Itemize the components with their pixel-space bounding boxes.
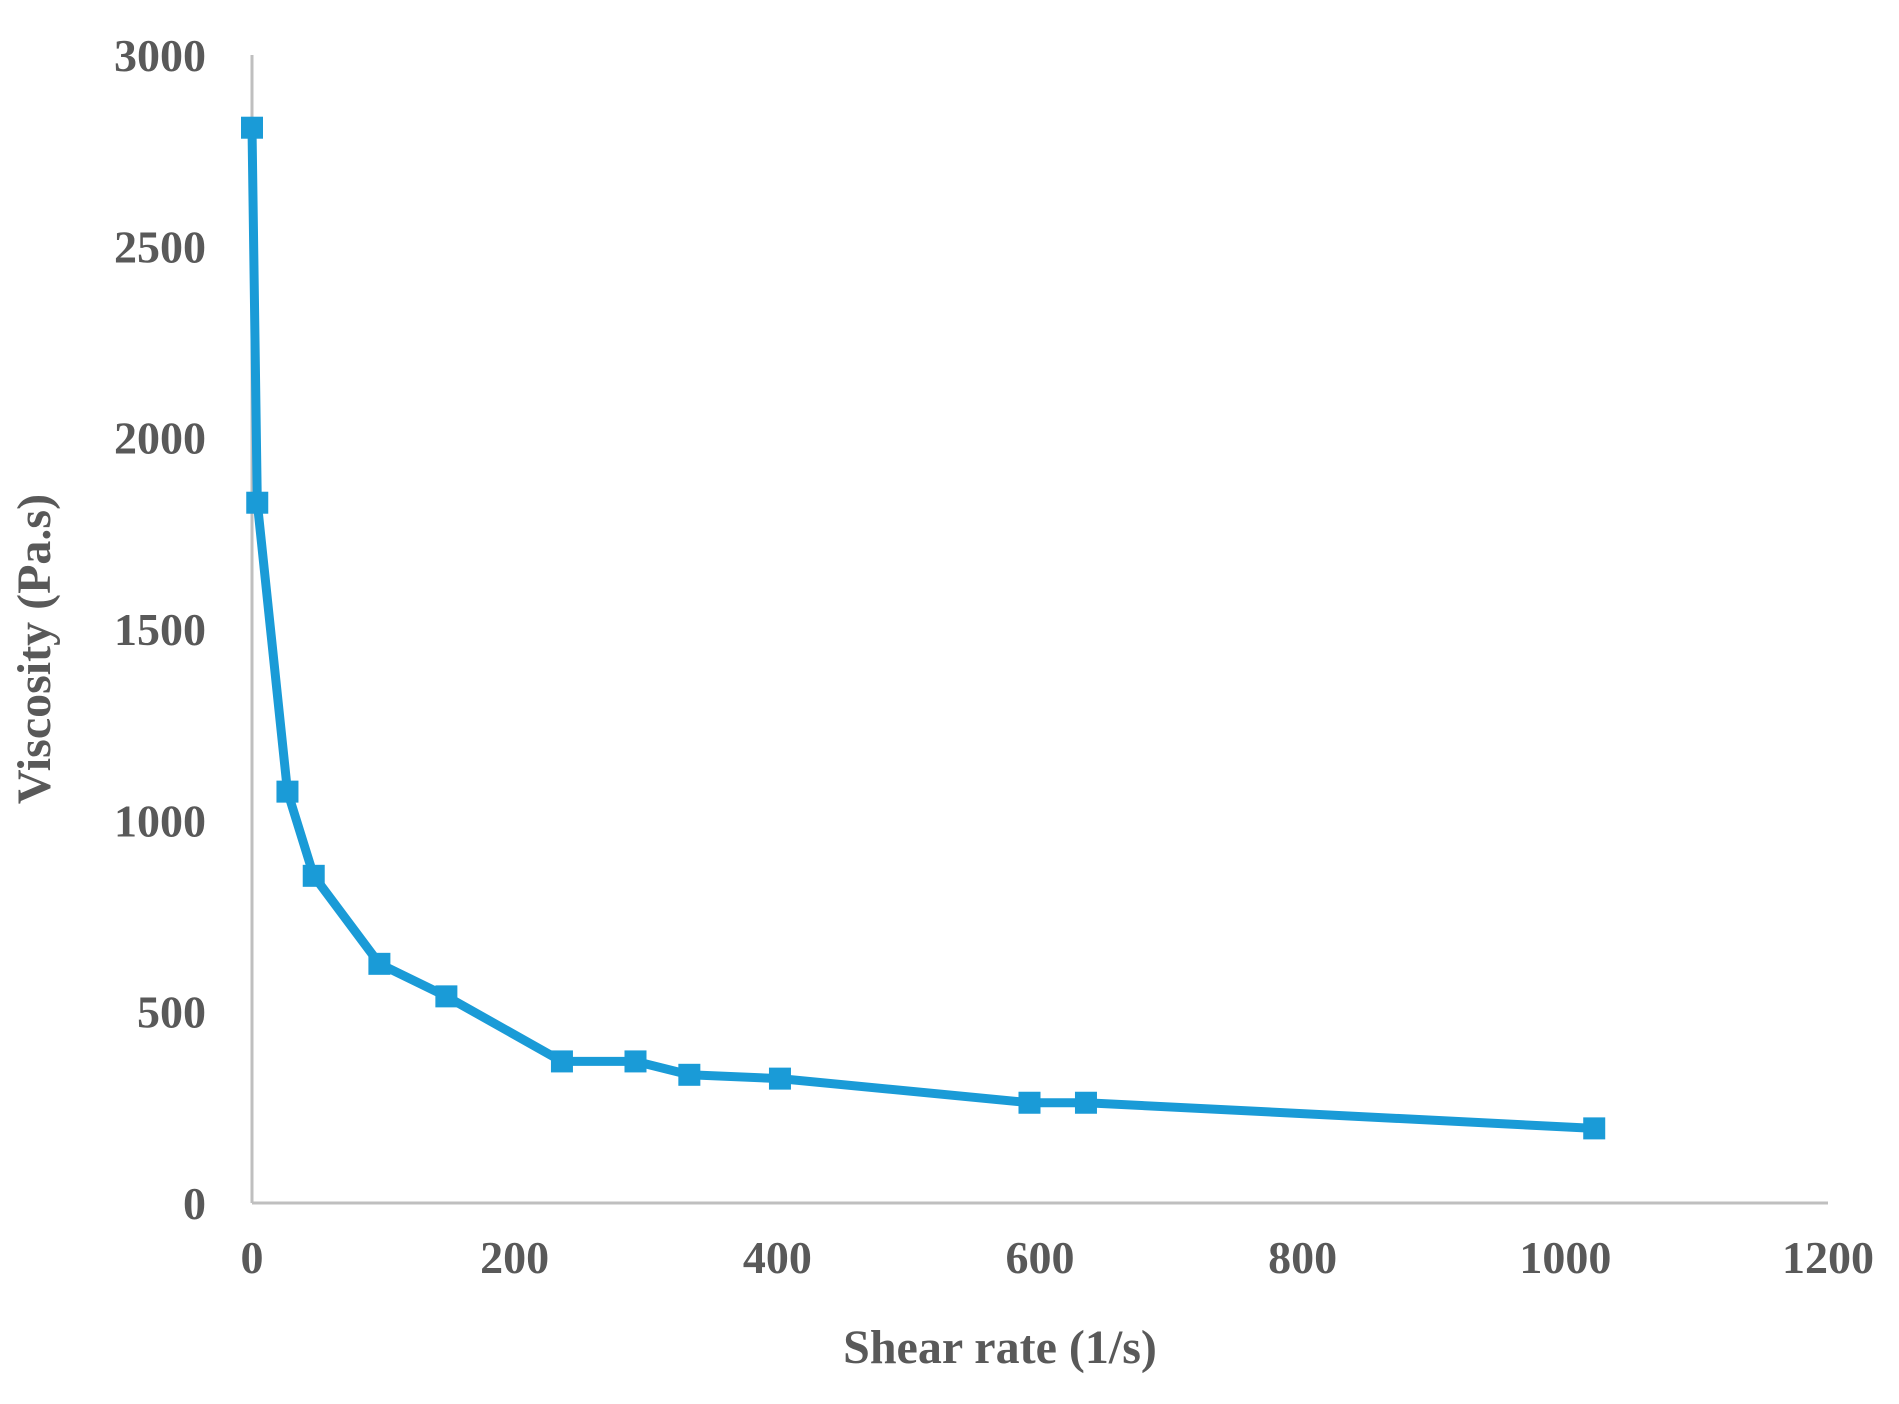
data-point-marker (302, 864, 325, 887)
data-point-marker (241, 116, 263, 139)
data-point-marker (1018, 1091, 1041, 1114)
y-axis-title: Viscosity (Pa.s) (8, 494, 61, 804)
y-tick-label: 1000 (114, 795, 206, 846)
axes (250, 55, 1828, 1205)
data-point-marker (550, 1050, 573, 1073)
data-point-marker (1583, 1117, 1606, 1140)
x-tick-label: 600 (1006, 1232, 1075, 1283)
data-point-marker (246, 491, 269, 514)
data-point-marker (678, 1063, 701, 1086)
x-tick-label: 1200 (1782, 1232, 1874, 1283)
x-tick-labels: 0 200 400 600 800 1000 1200 (241, 1232, 1875, 1283)
data-point-marker (368, 952, 391, 975)
y-tick-label: 0 (183, 1178, 206, 1229)
y-tick-label: 2500 (114, 221, 206, 272)
x-tick-label: 800 (1268, 1232, 1337, 1283)
data-point-marker (624, 1050, 647, 1073)
data-point-marker (276, 780, 299, 803)
series-layer (241, 116, 1606, 1140)
y-tick-label: 500 (137, 987, 206, 1038)
y-tick-label: 3000 (114, 30, 206, 81)
series-line (247, 123, 1599, 1133)
x-axis-title: Shear rate (1/s) (843, 1321, 1157, 1374)
y-tick-label: 1500 (114, 604, 206, 655)
x-tick-label: 200 (480, 1232, 549, 1283)
y-tick-labels: 0 500 1000 1500 2000 2500 3000 (114, 30, 206, 1229)
data-point-marker (1074, 1091, 1097, 1114)
data-point-marker (435, 985, 458, 1008)
x-tick-label: 400 (743, 1232, 812, 1283)
x-tick-label: 1000 (1519, 1232, 1611, 1283)
data-point-marker (768, 1067, 791, 1090)
y-tick-label: 2000 (114, 413, 206, 464)
x-tick-label: 0 (241, 1232, 264, 1283)
